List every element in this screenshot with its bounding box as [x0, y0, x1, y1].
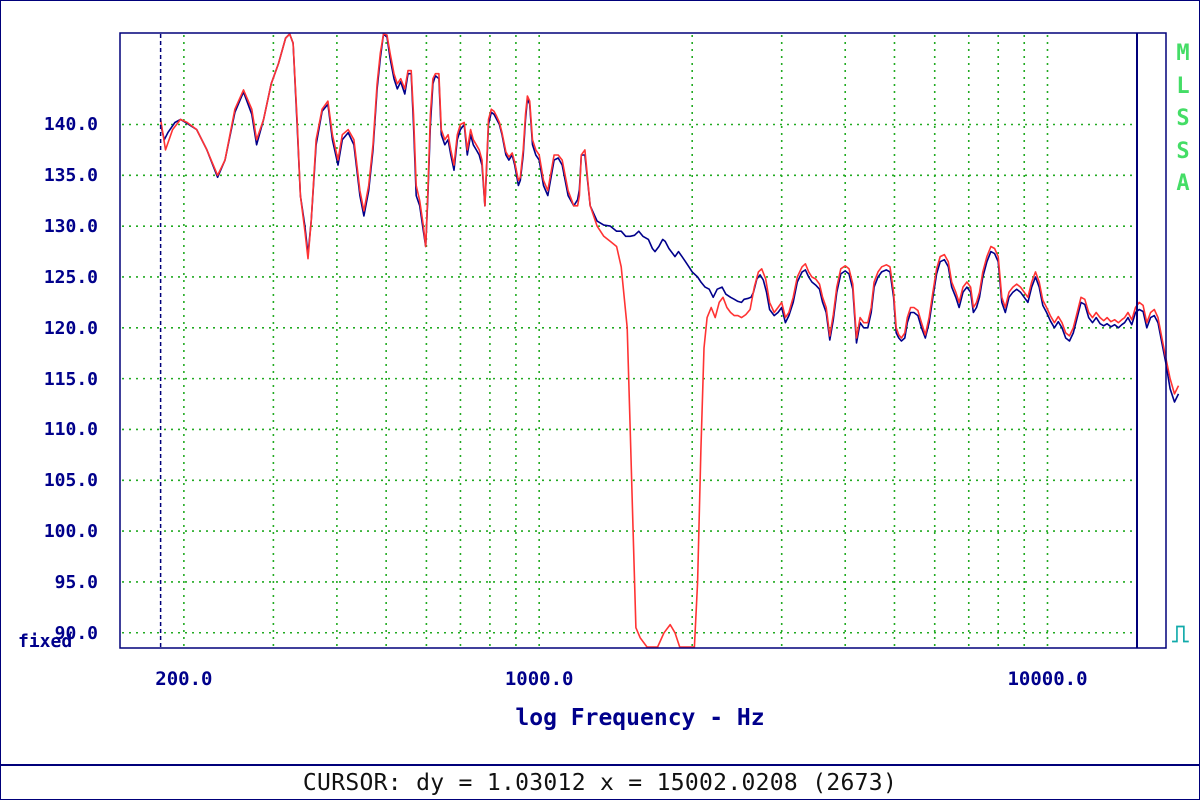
side-letter: A — [1176, 171, 1190, 196]
side-letter: M — [1176, 41, 1190, 66]
y-tick-label: 90.0 — [54, 622, 98, 644]
y-tick-label: 105.0 — [43, 470, 98, 492]
vertical-gridlines — [183, 35, 1049, 648]
y-tick-label: 140.0 — [43, 114, 98, 136]
y-tick-label: 135.0 — [43, 165, 98, 187]
y-tick-label: 95.0 — [54, 571, 98, 593]
pulse-icon[interactable]: ⎍ — [1172, 620, 1189, 648]
status-bar: CURSOR: dy = 1.03012 x = 15002.0208 (267… — [0, 764, 1200, 800]
side-letter: L — [1176, 73, 1190, 99]
cursor-readout: CURSOR: dy = 1.03012 x = 15002.0208 (267… — [302, 770, 898, 796]
series-line-2 — [159, 33, 1180, 648]
y-tick-label: 115.0 — [43, 368, 98, 390]
x-tick-label: 10000.0 — [1007, 668, 1088, 690]
y-tick-label: 130.0 — [43, 216, 98, 238]
plot-frame — [119, 32, 1167, 649]
y-scale-mode-label: fixed — [18, 631, 73, 652]
horizontal-gridlines — [122, 123, 1136, 634]
side-letter: S — [1176, 138, 1190, 164]
x-tick-label: 200.0 — [155, 668, 213, 690]
y-tick-label: 110.0 — [43, 419, 98, 441]
series-line-1 — [159, 33, 1180, 403]
series-group — [159, 33, 1180, 648]
y-tick-label: 125.0 — [43, 266, 98, 288]
y-tick-label: 120.0 — [43, 317, 98, 339]
x-axis-label: log Frequency - Hz — [515, 705, 765, 731]
y-tick-label: 100.0 — [43, 521, 98, 543]
side-letter: S — [1176, 106, 1190, 131]
x-tick-label: 1000.0 — [504, 668, 574, 690]
